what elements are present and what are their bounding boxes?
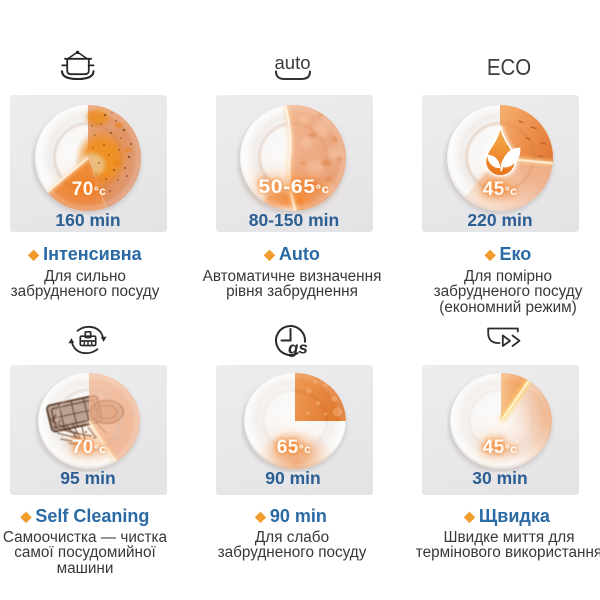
svg-text:gs: gs (287, 339, 308, 358)
